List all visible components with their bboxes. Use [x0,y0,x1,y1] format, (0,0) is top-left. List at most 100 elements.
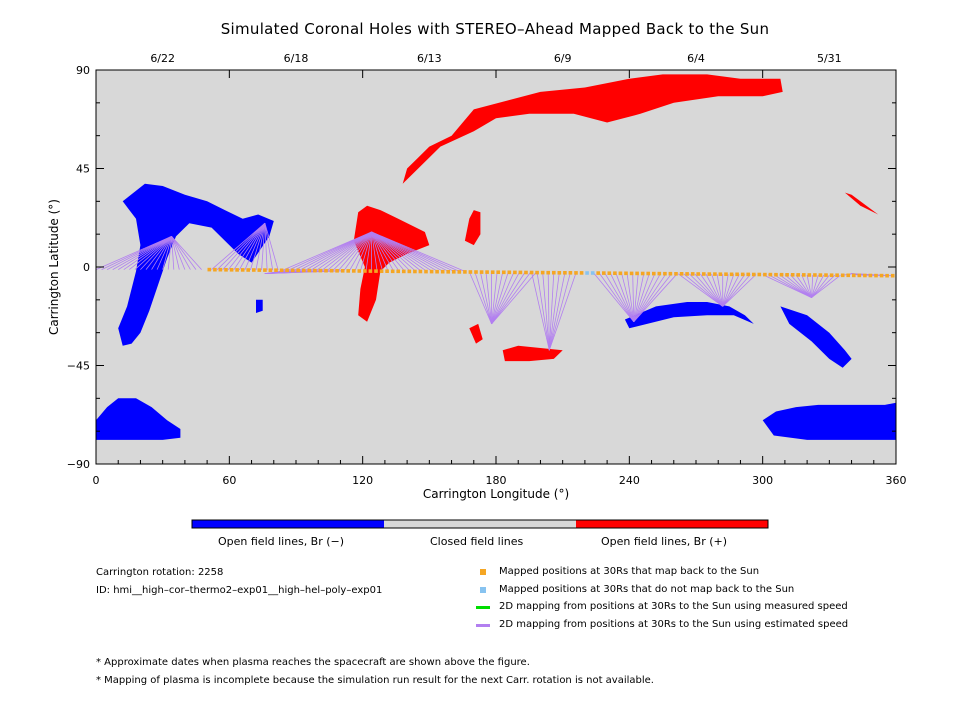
track-point-mapped [679,272,684,276]
track-point-mapped [518,270,523,275]
track-point-mapped [490,270,495,274]
mapping-line-estimated [722,274,735,307]
track-point-mapped [424,269,428,274]
y-tick-label: −90 [67,458,90,471]
mapping-line-estimated [768,274,812,298]
mapping-line-estimated [371,231,406,272]
track-point-mapped [563,271,567,275]
mapping-line-estimated [299,231,372,271]
mapping-line-estimated [795,274,812,298]
track-point-mapped [457,270,462,274]
mapping-line-estimated [711,273,724,307]
mapping-line-estimated [106,236,172,270]
track-point-mapped [768,272,773,277]
track-point-mapped [346,269,350,273]
mapping-line-estimated [134,236,172,270]
coronal-hole-positive-5 [844,192,879,215]
track-point-mapped [263,268,267,272]
mapping-line-estimated [238,223,266,271]
mapping-line-estimated [171,236,202,270]
track-point-mapped [724,272,728,276]
x-tick-label: 180 [486,474,507,487]
mapping-line-estimated [171,236,180,270]
track-point-not-mapped [585,271,589,275]
track-point-mapped [646,271,650,276]
track-point-mapped [524,270,528,275]
mapping-line-estimated [548,272,555,351]
track-point-mapped [574,271,578,275]
track-point-mapped [713,272,717,276]
track-point-mapped [240,268,245,272]
mapping-line-estimated [811,274,830,298]
track-point-mapped [507,270,512,275]
track-point-mapped [246,268,250,272]
mapping-line-estimated [491,272,537,325]
legend-not-mapped-label: Mapped positions at 30Rs that do not map… [499,584,795,595]
track-point-mapped [535,270,539,275]
track-point-mapped [313,268,317,273]
mapping-line-estimated [604,272,635,322]
mapping-line-estimated [244,223,266,271]
y-tick-label: 0 [83,261,90,274]
mapping-line-estimated [633,273,667,322]
mapping-line-estimated [722,274,751,307]
mapping-line-estimated [536,272,550,351]
x-tick-label: 60 [222,474,236,487]
track-point-mapped [296,268,300,273]
track-point-mapped [452,270,456,274]
mapping-line-estimated [371,231,411,272]
track-point-mapped [696,272,700,276]
track-point-mapped [652,271,656,276]
mapping-line-estimated [615,273,635,322]
chart-title: Simulated Coronal Holes with STEREO–Ahea… [220,20,770,38]
track-point-mapped [813,273,817,277]
track-point-mapped [568,271,573,275]
mapping-line-estimated [123,236,172,270]
track-point-mapped [613,271,617,275]
mapping-line-estimated [491,272,520,325]
mapping-line-estimated [811,274,819,298]
mapping-line-estimated [371,231,450,273]
mapping-line-estimated [531,272,550,351]
track-point-mapped [357,269,362,273]
mapping-line-estimated [491,272,498,324]
track-point-mapped [474,270,478,274]
mapping-line-estimated [145,236,172,270]
colorbar-frame [191,519,769,529]
track-point-mapped [396,269,400,274]
mapping-line-estimated [811,274,836,298]
track-point-mapped [213,267,217,272]
mapping-line-estimated [705,273,724,307]
mapping-line-estimated [548,272,571,351]
track-point-mapped [835,273,839,277]
mapping-line-estimated [348,231,372,272]
track-point-mapped [463,270,467,274]
track-point-mapped [352,269,356,273]
mapping-line-estimated [304,231,372,271]
track-point-mapped [468,270,473,274]
track-point-mapped [879,273,884,278]
track-point-mapped [435,269,439,274]
track-point-mapped [529,270,534,275]
track-point-mapped [602,271,606,275]
track-point-mapped [890,273,895,278]
track-point-mapped [340,269,345,273]
mapping-line-estimated [101,236,172,270]
mapping-line-estimated [315,231,372,271]
legend-mapped-swatch [480,569,486,575]
mapping-line-estimated [151,236,172,270]
mapping-line-estimated [621,273,635,322]
colorbar-positive [576,520,768,528]
mapping-line-estimated [677,273,723,307]
coronal-hole-negative-8 [762,402,896,440]
y-tick-label: 45 [76,163,90,176]
track-point-not-mapped [590,271,595,275]
mapping-line-estimated [360,231,372,272]
mapping-line-estimated [694,273,724,307]
coronal-hole-negative-11 [256,299,263,313]
mapping-line-estimated [633,273,661,322]
track-point-mapped [702,272,706,276]
mapping-line-estimated [474,271,492,325]
track-point-mapped [290,268,295,273]
colorbar [191,519,769,529]
